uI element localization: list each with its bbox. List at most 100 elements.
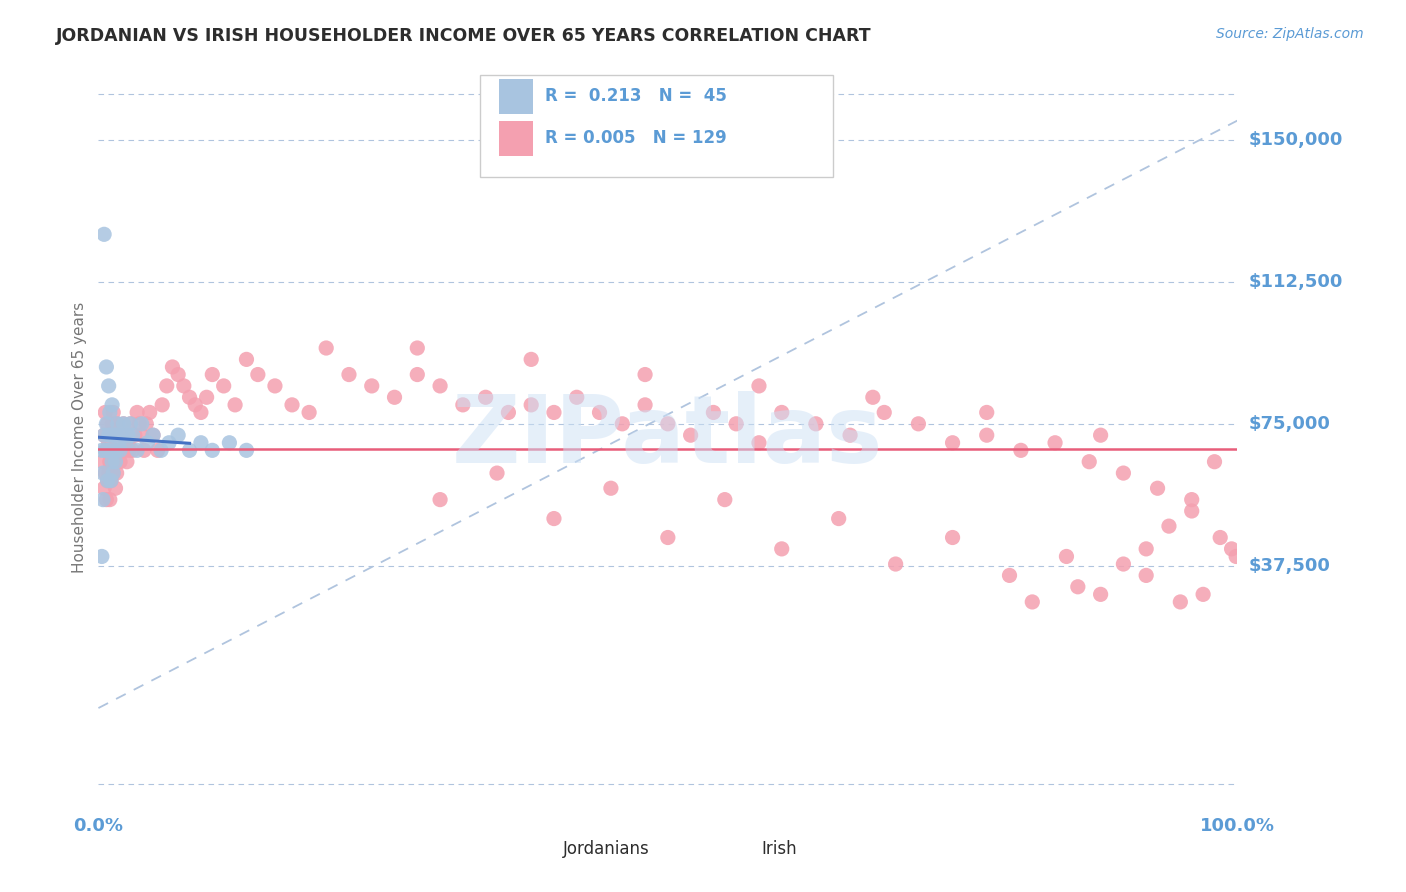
FancyBboxPatch shape [499,79,533,114]
Point [112,417,135,431]
Point [91,455,114,469]
Point [98,492,121,507]
Point [105,443,128,458]
Point [298,405,321,419]
Point [105,417,128,431]
Point [224,398,246,412]
Point [124,428,146,442]
Point [108,443,131,458]
Point [634,398,657,412]
Point [179,443,201,458]
Point [100,428,122,442]
Point [1170,595,1192,609]
Point [195,390,218,404]
Point [157,435,180,450]
Point [104,481,127,495]
Point [104,455,127,469]
Point [107,443,129,458]
Point [131,417,153,431]
Point [1204,455,1226,469]
Point [634,368,657,382]
Point [1135,541,1157,556]
Point [150,398,173,412]
Text: R =  0.213   N =  45: R = 0.213 N = 45 [546,87,727,104]
Point [108,435,131,450]
Point [942,531,965,545]
Point [246,368,269,382]
Point [1021,595,1043,609]
Point [1112,466,1135,480]
Point [998,568,1021,582]
FancyBboxPatch shape [479,75,832,178]
Point [108,455,131,469]
Point [103,405,125,419]
Point [101,398,124,412]
Point [114,435,136,450]
Point [451,398,474,412]
Point [100,474,122,488]
Point [112,417,135,431]
Point [98,405,121,419]
Point [190,405,212,419]
Point [90,443,112,458]
Point [146,443,169,458]
Point [167,368,190,382]
Point [907,417,929,431]
Point [679,428,702,442]
Point [748,379,770,393]
Point [1054,549,1078,564]
Point [105,466,128,480]
Point [429,379,451,393]
Point [337,368,360,382]
Point [96,443,118,458]
Point [235,352,257,367]
Point [543,405,565,419]
Point [103,455,125,469]
FancyBboxPatch shape [737,841,756,867]
Point [218,435,240,450]
Point [142,428,165,442]
Point [486,466,509,480]
Point [93,481,115,495]
Point [96,474,118,488]
Point [91,466,114,480]
Point [201,443,224,458]
Point [725,417,748,431]
Point [1078,455,1101,469]
Text: Jordanians: Jordanians [562,840,650,858]
Point [127,443,149,458]
Point [873,405,896,419]
Point [1135,568,1157,582]
Text: $150,000: $150,000 [1249,130,1343,149]
Point [474,390,496,404]
Point [98,455,121,469]
Point [1181,492,1204,507]
Point [121,428,143,442]
Point [117,435,139,450]
Point [93,227,115,242]
Point [107,417,129,431]
Point [190,435,212,450]
Point [100,474,122,488]
Point [121,443,143,458]
Point [103,466,125,480]
Point [264,379,287,393]
Point [94,466,117,480]
Text: R = 0.005   N = 129: R = 0.005 N = 129 [546,128,727,146]
Point [406,368,429,382]
Point [103,428,125,442]
Point [657,531,679,545]
Point [714,492,737,507]
Point [131,428,153,442]
Point [114,428,136,442]
Point [97,428,120,442]
Point [1181,504,1204,518]
Point [96,417,118,431]
Point [360,379,382,393]
Text: $75,000: $75,000 [1249,415,1330,433]
Point [101,455,124,469]
Point [115,455,138,469]
Point [406,341,429,355]
Point [748,435,770,450]
Point [135,417,157,431]
